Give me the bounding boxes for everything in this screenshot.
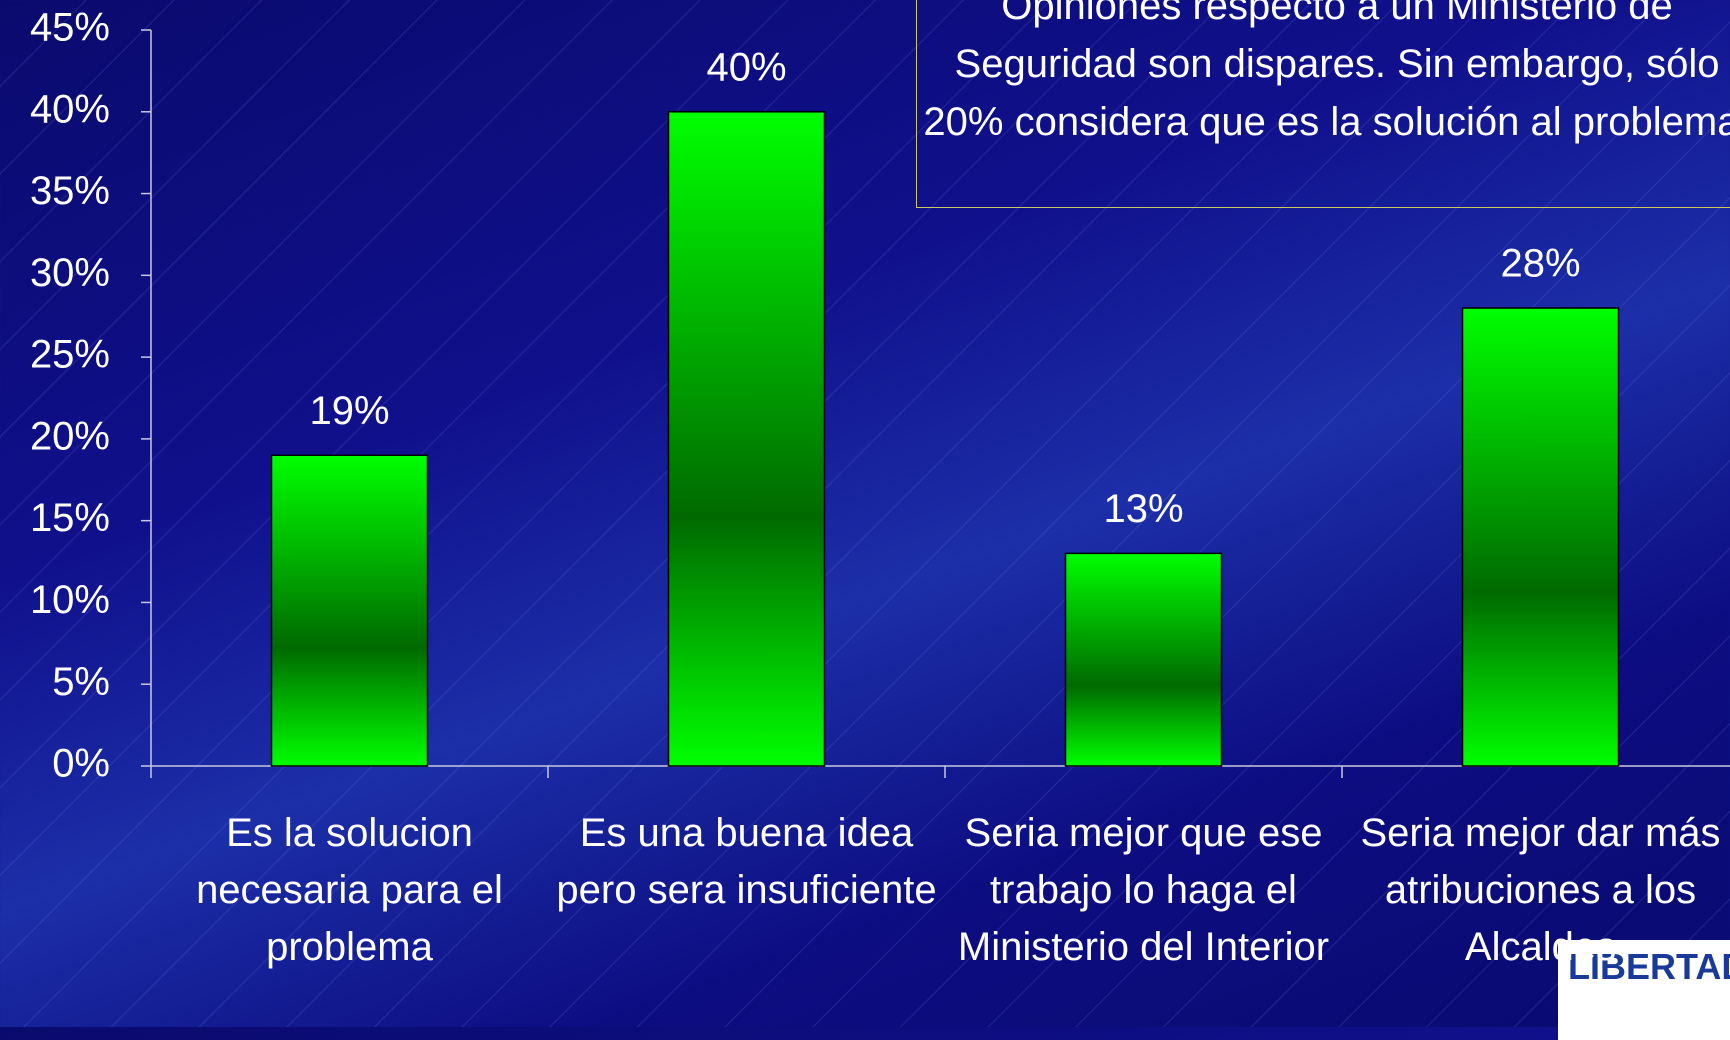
x-tick-label: Es una buena idea pero sera insuficiente (556, 811, 937, 912)
bar (667, 111, 826, 767)
bar (270, 454, 429, 767)
y-tick-label: 35% (30, 169, 110, 213)
y-tick-label: 40% (30, 87, 110, 131)
y-tick-label: 15% (30, 496, 110, 540)
y-tick-label: 25% (30, 333, 110, 377)
x-tick-label: Es la solucion necesaria para el problem… (196, 811, 503, 969)
x-tick-label: Seria mejor dar más atribuciones a los A… (1360, 811, 1721, 969)
y-tick-label: 30% (30, 251, 110, 295)
logo: LIBERTAD (1558, 940, 1730, 1040)
data-label: 28% (1500, 242, 1580, 286)
y-tick-label: 10% (30, 578, 110, 622)
data-label: 13% (1103, 487, 1183, 531)
x-tick-label: Seria mejor que ese trabajo lo haga el M… (957, 811, 1330, 969)
bar (1461, 307, 1620, 767)
y-tick-label: 5% (52, 660, 110, 704)
data-label: 40% (706, 45, 786, 89)
bar (1064, 552, 1223, 767)
y-tick-label: 0% (52, 742, 110, 786)
annotation: Opiniones respecto a un Ministerio de Se… (916, 0, 1730, 208)
y-tick-label: 45% (30, 6, 110, 50)
data-label: 19% (309, 389, 389, 433)
y-tick-label: 20% (30, 414, 110, 458)
